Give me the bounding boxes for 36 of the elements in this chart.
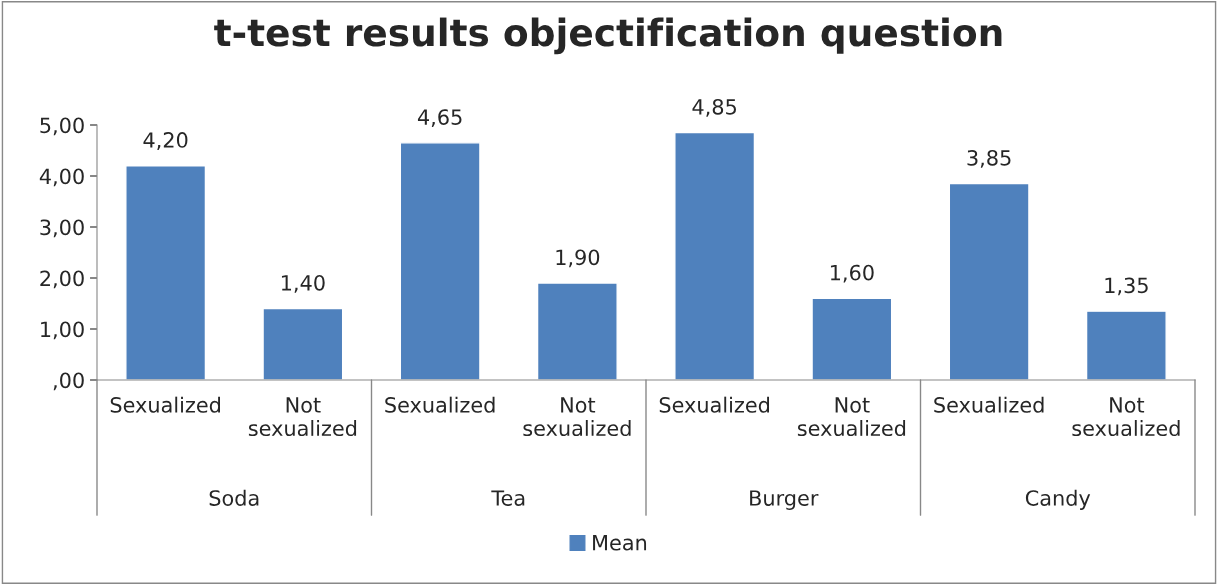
- x-tick-label: Sexualized: [659, 396, 769, 413]
- bar: [948, 182, 1030, 380]
- y-tick-label: 5,00: [40, 117, 84, 136]
- y-tick-label: 2,00: [40, 270, 84, 289]
- x-tick-label: Sexualized: [110, 396, 220, 413]
- text: Soda: [209, 489, 259, 506]
- text: Candy: [1025, 489, 1091, 510]
- y-tick-label: 1,00: [41, 321, 84, 340]
- y-tick-label: 3,00: [40, 219, 84, 238]
- data-label: 3,85: [967, 149, 1011, 168]
- data-label: 1,60: [830, 264, 874, 283]
- x-tick-label: Not sexualized: [797, 397, 906, 437]
- data-label: 1,90: [556, 249, 600, 268]
- text: Burger: [750, 490, 819, 510]
- x-tick-label: Not sexualized: [248, 397, 357, 437]
- data-label: 4,65: [417, 109, 462, 128]
- legend-label: Mean: [593, 535, 647, 551]
- data-label: 1,35: [1105, 277, 1148, 296]
- y-tick-label: 4,00: [39, 168, 84, 187]
- bar: [399, 142, 481, 380]
- y-tick-label: ,00: [53, 372, 84, 391]
- x-tick-label: Sexualized: [934, 396, 1044, 413]
- bar: [674, 131, 756, 380]
- bar: [262, 307, 344, 380]
- bar: [811, 297, 893, 380]
- text: Tea: [491, 490, 525, 506]
- chart-title: t-test results objectification question: [214, 17, 1002, 55]
- bar: [1085, 310, 1167, 380]
- x-tick-label: Not sexualized: [1072, 397, 1180, 437]
- x-tick-label: Not sexualized: [523, 397, 631, 437]
- x-tick-label: Sexualized: [385, 396, 495, 413]
- bar: [125, 165, 207, 380]
- data-label: 1,40: [281, 274, 325, 293]
- bar: [536, 282, 618, 380]
- data-label: 4,20: [143, 132, 188, 150]
- data-label: 4,85: [692, 98, 736, 117]
